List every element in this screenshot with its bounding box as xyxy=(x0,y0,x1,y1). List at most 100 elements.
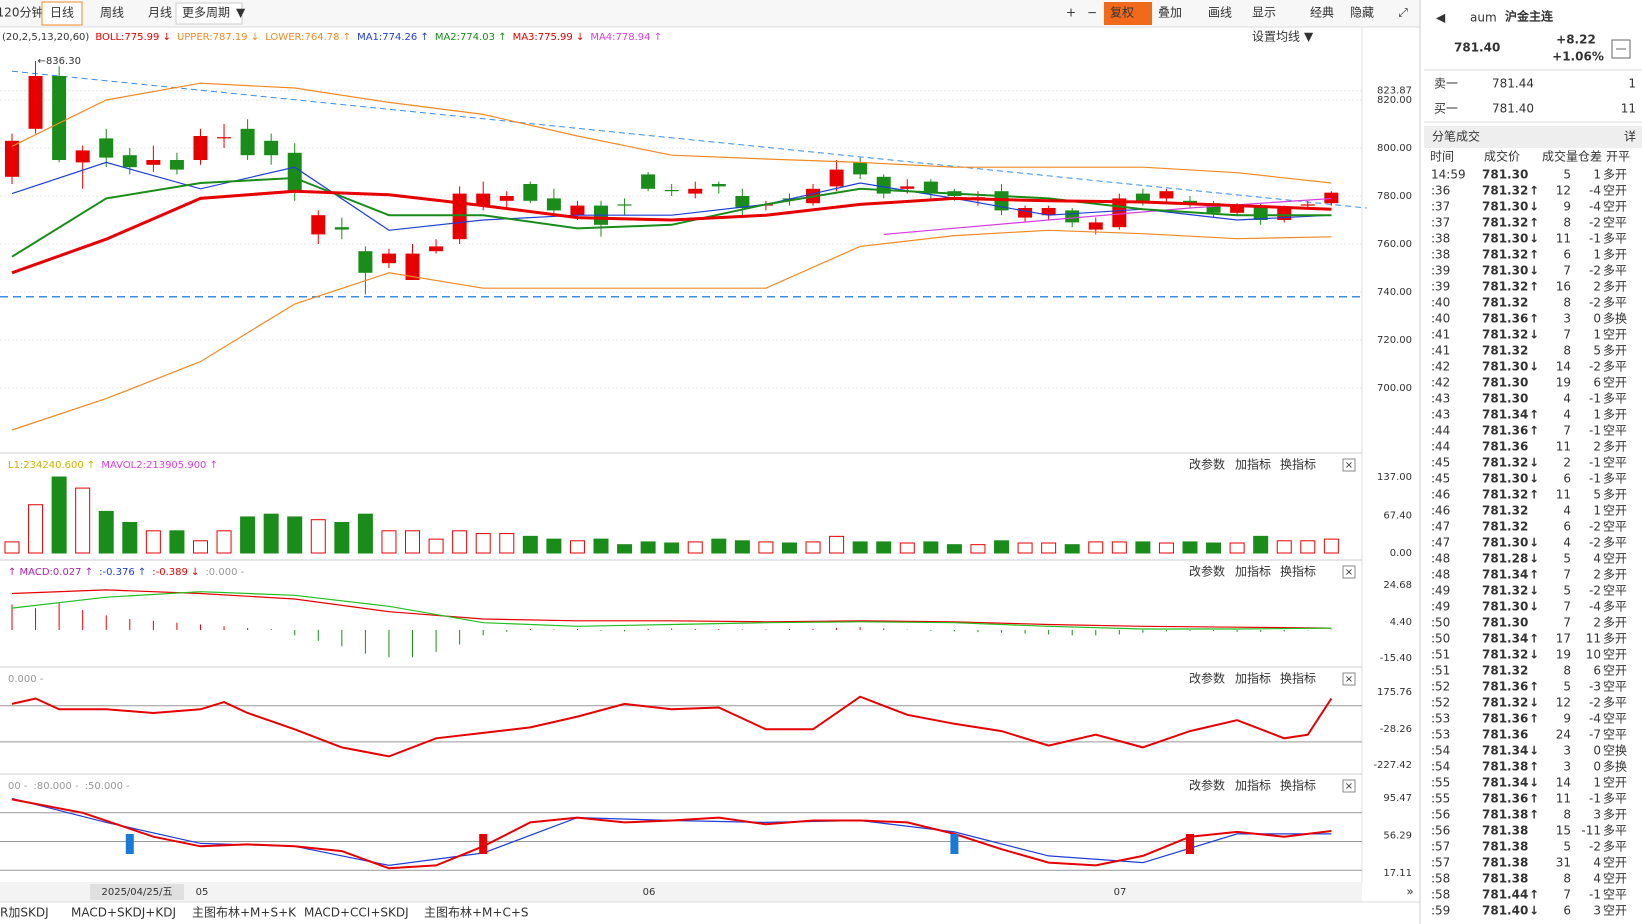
tick-time: :56 xyxy=(1431,808,1450,822)
tick-volume: 11 xyxy=(1556,440,1571,454)
tick-volume: 17 xyxy=(1556,632,1571,646)
close-box[interactable] xyxy=(1342,458,1356,472)
tool-button[interactable]: 叠加 xyxy=(1158,6,1182,20)
scroll-arrow[interactable]: » xyxy=(1406,885,1413,899)
panel-button[interactable]: 改参数 xyxy=(1189,564,1225,579)
panel-button[interactable]: 加指标 xyxy=(1235,564,1271,579)
tick-diff: 6 xyxy=(1593,664,1601,678)
tick-arrow: ↑ xyxy=(1529,632,1539,646)
tick-kind: 多换 xyxy=(1603,760,1627,774)
price-pct: +1.06% xyxy=(1552,50,1604,64)
tick-price: 781.30 xyxy=(1482,376,1528,390)
candle-body xyxy=(52,76,67,160)
layout-tab[interactable]: MACD+CCI+SKDJ xyxy=(304,906,409,920)
last-price: 781.40 xyxy=(1454,41,1500,55)
period-button[interactable]: 120分钟 xyxy=(0,5,43,20)
indicator-value: BOLL:775.99 ↓ xyxy=(95,32,171,43)
tick-price: 781.30 xyxy=(1482,264,1528,278)
panel-button[interactable]: 换指标 xyxy=(1280,671,1316,686)
panel-button[interactable]: 加指标 xyxy=(1235,671,1271,686)
panel-button[interactable]: 换指标 xyxy=(1280,778,1316,793)
close-box[interactable] xyxy=(1342,565,1356,579)
high-annotation: ←836.30 xyxy=(38,56,81,67)
layout-tab[interactable]: 主图布林+M+S+K xyxy=(192,906,297,920)
candle-body xyxy=(641,174,656,189)
tick-volume: 3 xyxy=(1563,760,1571,774)
panel-button[interactable]: 改参数 xyxy=(1189,457,1225,472)
tick-volume: 5 xyxy=(1563,584,1571,598)
volume-bar xyxy=(263,513,279,554)
y-tick-label: 700.00 xyxy=(1377,383,1412,394)
tick-kind: 空开 xyxy=(1603,184,1627,198)
zoom-in[interactable]: + xyxy=(1066,6,1076,20)
tick-time: :46 xyxy=(1431,488,1450,502)
tick-kind: 多开 xyxy=(1603,168,1627,182)
volume-bar xyxy=(405,530,421,554)
fullscreen-icon[interactable]: ⤢ xyxy=(1397,6,1408,20)
period-button[interactable]: 日线 xyxy=(50,6,74,20)
panel-button[interactable]: 加指标 xyxy=(1235,457,1271,472)
tick-kind: 多平 xyxy=(1603,792,1627,806)
tool-button[interactable]: 经典 xyxy=(1310,6,1334,20)
tick-kind: 多开 xyxy=(1603,632,1627,646)
tick-volume: 12 xyxy=(1556,184,1571,198)
tick-kind: 多换 xyxy=(1603,312,1627,326)
collapse-box[interactable] xyxy=(1611,39,1631,59)
tool-button[interactable]: 隐藏 xyxy=(1350,6,1374,20)
bid-volume: 11 xyxy=(1621,102,1636,116)
tick-time: :49 xyxy=(1431,600,1450,614)
tick-diff: -1 xyxy=(1589,888,1601,902)
tick-kind: 多开 xyxy=(1603,568,1627,582)
volume-bar xyxy=(781,542,797,554)
prev-arrow[interactable]: ◀ xyxy=(1436,11,1446,25)
close-box[interactable] xyxy=(1342,779,1356,793)
arrow: ← xyxy=(38,56,46,67)
tick-time: :38 xyxy=(1431,232,1450,246)
tick-diff: 4 xyxy=(1593,872,1601,886)
candle-body xyxy=(28,76,43,129)
period-button[interactable]: 周线 xyxy=(100,6,124,20)
panel-button[interactable]: 换指标 xyxy=(1280,457,1316,472)
tick-arrow: ↓ xyxy=(1529,360,1539,374)
panel-button[interactable]: 加指标 xyxy=(1235,778,1271,793)
tick-volume: 7 xyxy=(1563,888,1571,902)
close-box[interactable] xyxy=(1342,672,1356,686)
detail-button[interactable]: 详 xyxy=(1624,129,1636,144)
tick-time: :58 xyxy=(1431,872,1450,886)
ma-setting[interactable]: 设置均线 xyxy=(1252,30,1300,44)
y-tick-label: 0.00 xyxy=(1390,548,1412,559)
layout-tab[interactable]: R加SKDJ xyxy=(0,906,49,920)
tick-diff: 11 xyxy=(1586,632,1601,646)
layout-tab[interactable]: 主图布林+M+C+S xyxy=(424,906,529,920)
tool-button[interactable]: 画线 xyxy=(1208,6,1232,20)
candle-body xyxy=(405,253,420,280)
tool-button[interactable]: 复权 xyxy=(1110,6,1134,20)
tick-time: :38 xyxy=(1431,248,1450,262)
tick-kind: 空开 xyxy=(1603,376,1627,390)
period-button[interactable]: 更多周期 xyxy=(182,6,230,20)
tick-diff: 0 xyxy=(1593,760,1601,774)
tool-button[interactable]: 显示 xyxy=(1252,6,1276,20)
tick-time: :41 xyxy=(1431,344,1450,358)
tick-volume: 5 xyxy=(1563,840,1571,854)
panel-button[interactable]: 改参数 xyxy=(1189,671,1225,686)
volume-bar xyxy=(357,513,373,554)
ticks-title-bg xyxy=(1424,126,1642,148)
panel-button[interactable]: 改参数 xyxy=(1189,778,1225,793)
indicator-value: 00 - xyxy=(8,781,28,792)
candle-body xyxy=(358,251,373,273)
indicator-line xyxy=(11,176,1332,258)
tick-price: 781.34 xyxy=(1482,776,1528,790)
tick-price: 781.28 xyxy=(1482,552,1528,566)
indicator-value: :-0.389 ↓ xyxy=(152,567,199,578)
zoom-out[interactable]: − xyxy=(1087,6,1097,20)
period-button[interactable]: 月线 xyxy=(148,6,172,20)
indicator-value: :-0.376 ↑ xyxy=(99,567,146,578)
tick-volume: 3 xyxy=(1563,744,1571,758)
tick-volume: 6 xyxy=(1563,520,1571,534)
tick-kind: 多开 xyxy=(1603,408,1627,422)
layout-tab[interactable]: MACD+SKDJ+KDJ xyxy=(71,906,176,920)
tick-time: :40 xyxy=(1431,296,1450,310)
tick-kind: 空开 xyxy=(1603,776,1627,790)
panel-button[interactable]: 换指标 xyxy=(1280,564,1316,579)
